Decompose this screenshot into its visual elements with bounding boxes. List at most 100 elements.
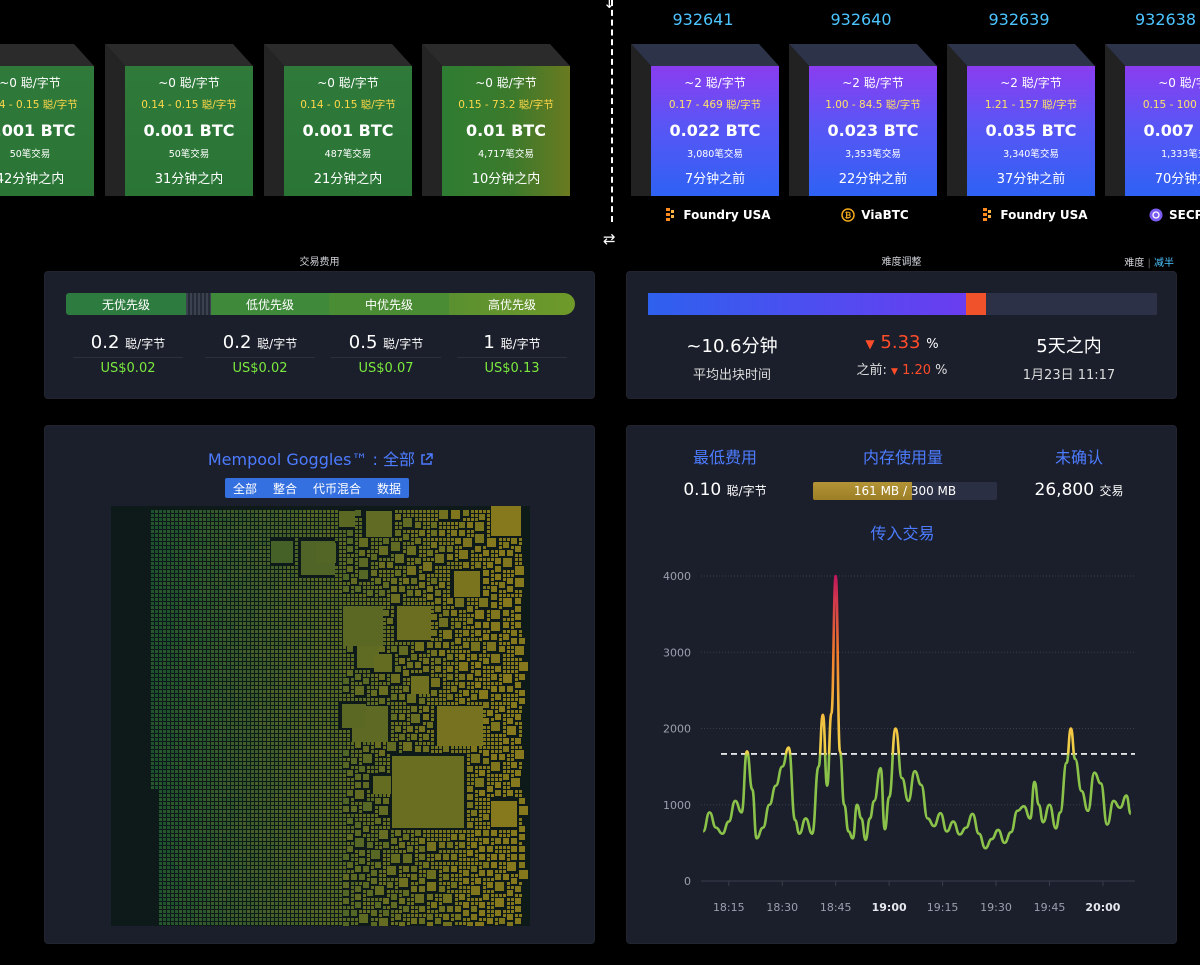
transaction-block[interactable] <box>211 814 214 817</box>
transaction-block[interactable] <box>235 738 238 741</box>
transaction-block[interactable] <box>263 650 266 653</box>
transaction-block[interactable] <box>347 730 350 733</box>
transaction-block[interactable] <box>319 806 322 809</box>
transaction-block[interactable] <box>487 610 490 613</box>
transaction-block[interactable] <box>443 574 446 577</box>
transaction-block[interactable] <box>327 794 330 797</box>
transaction-block[interactable] <box>355 546 358 549</box>
transaction-block[interactable] <box>443 606 446 609</box>
transaction-block[interactable] <box>195 722 198 725</box>
transaction-block[interactable] <box>319 622 322 625</box>
transaction-block[interactable] <box>475 690 478 693</box>
transaction-block[interactable] <box>211 530 214 533</box>
transaction-block[interactable] <box>387 634 390 637</box>
transaction-block[interactable] <box>283 522 286 525</box>
transaction-block[interactable] <box>175 698 178 701</box>
transaction-block[interactable] <box>243 722 246 725</box>
transaction-block[interactable] <box>239 666 242 669</box>
transaction-block[interactable] <box>243 750 246 753</box>
transaction-block[interactable] <box>211 818 214 821</box>
transaction-block[interactable] <box>215 718 218 721</box>
transaction-block[interactable] <box>435 586 438 589</box>
transaction-block[interactable] <box>431 714 434 717</box>
transaction-block[interactable] <box>179 638 182 641</box>
transaction-block[interactable] <box>451 686 457 692</box>
transaction-block[interactable] <box>335 818 338 821</box>
transaction-block[interactable] <box>279 706 282 709</box>
transaction-block[interactable] <box>219 758 222 761</box>
transaction-block[interactable] <box>287 610 290 613</box>
transaction-block[interactable] <box>507 642 510 645</box>
transaction-block[interactable] <box>183 738 186 741</box>
transaction-block[interactable] <box>251 698 254 701</box>
transaction-block[interactable] <box>187 734 190 737</box>
transaction-block[interactable] <box>311 670 314 673</box>
transaction-block[interactable] <box>287 666 290 669</box>
transaction-block[interactable] <box>303 742 306 745</box>
transaction-block[interactable] <box>235 586 238 589</box>
transaction-block[interactable] <box>335 754 338 757</box>
transaction-block[interactable] <box>443 610 449 616</box>
transaction-block[interactable] <box>231 534 234 537</box>
transaction-block[interactable] <box>491 634 497 640</box>
transaction-block[interactable] <box>159 610 162 613</box>
transaction-block[interactable] <box>323 510 326 513</box>
transaction-block[interactable] <box>219 754 222 757</box>
transaction-block[interactable] <box>283 670 286 673</box>
transaction-block[interactable] <box>239 534 242 537</box>
transaction-block[interactable] <box>347 770 353 776</box>
transaction-block[interactable] <box>231 650 234 653</box>
transaction-block[interactable] <box>455 554 458 557</box>
transaction-block[interactable] <box>343 730 346 733</box>
transaction-block[interactable] <box>247 718 250 721</box>
transaction-block[interactable] <box>499 686 505 692</box>
transaction-block[interactable] <box>155 762 158 765</box>
transaction-block[interactable] <box>323 758 326 761</box>
transaction-block[interactable] <box>239 562 242 565</box>
transaction-block[interactable] <box>335 750 338 753</box>
transaction-block[interactable] <box>227 802 230 805</box>
transaction-block[interactable] <box>179 554 182 557</box>
transaction-block[interactable] <box>283 606 286 609</box>
transaction-block[interactable] <box>263 798 266 801</box>
transaction-block[interactable] <box>175 526 178 529</box>
transaction-block[interactable] <box>271 526 274 529</box>
transaction-block[interactable] <box>399 686 402 689</box>
transaction-block[interactable] <box>187 766 190 769</box>
transaction-block[interactable] <box>459 654 465 660</box>
transaction-block[interactable] <box>247 670 250 673</box>
transaction-block[interactable] <box>183 630 186 633</box>
transaction-block[interactable] <box>239 774 242 777</box>
transaction-block[interactable] <box>203 642 206 645</box>
transaction-block[interactable] <box>303 614 306 617</box>
transaction-block[interactable] <box>167 662 170 665</box>
transaction-block[interactable] <box>267 714 270 717</box>
transaction-block[interactable] <box>491 782 494 785</box>
transaction-block[interactable] <box>187 678 190 681</box>
transaction-block[interactable] <box>151 698 154 701</box>
transaction-block[interactable] <box>255 690 258 693</box>
transaction-block[interactable] <box>219 690 222 693</box>
transaction-block[interactable] <box>191 642 194 645</box>
transaction-block[interactable] <box>163 678 166 681</box>
transaction-block[interactable] <box>207 542 210 545</box>
transaction-block[interactable] <box>231 550 234 553</box>
transaction-block[interactable] <box>355 598 358 601</box>
transaction-block[interactable] <box>291 790 294 793</box>
transaction-block[interactable] <box>287 586 290 589</box>
transaction-block[interactable] <box>511 778 520 787</box>
transaction-block[interactable] <box>311 698 314 701</box>
transaction-block[interactable] <box>319 778 322 781</box>
transaction-block[interactable] <box>191 542 194 545</box>
transaction-block[interactable] <box>351 690 354 693</box>
transaction-block[interactable] <box>371 582 374 585</box>
transaction-block[interactable] <box>203 726 206 729</box>
transaction-block[interactable] <box>243 542 246 545</box>
transaction-block[interactable] <box>167 710 170 713</box>
transaction-block[interactable] <box>503 542 509 548</box>
transaction-block[interactable] <box>511 754 514 757</box>
transaction-block[interactable] <box>159 586 162 589</box>
transaction-block[interactable] <box>351 578 357 584</box>
transaction-block[interactable] <box>327 662 330 665</box>
transaction-block[interactable] <box>239 518 242 521</box>
